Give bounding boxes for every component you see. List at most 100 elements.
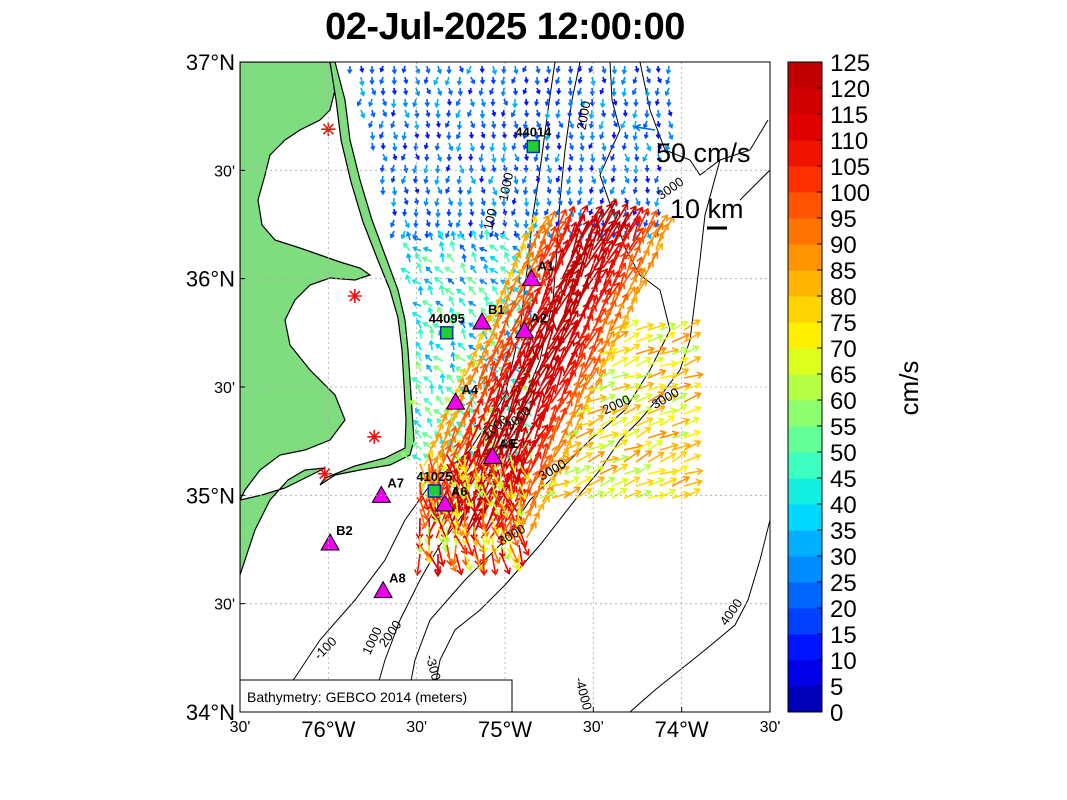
current-vector <box>599 393 617 403</box>
current-vector <box>445 164 451 172</box>
colorbar-segment <box>788 192 822 219</box>
current-vector <box>588 142 593 150</box>
current-vector <box>563 486 582 499</box>
current-vector <box>575 465 592 475</box>
current-vector <box>683 405 702 415</box>
current-vector <box>521 251 534 269</box>
current-vector <box>602 241 622 269</box>
current-vector <box>534 238 547 260</box>
current-vector <box>634 256 644 278</box>
current-vector <box>654 87 660 97</box>
current-vector <box>671 430 690 439</box>
current-vector <box>584 237 606 269</box>
current-vector <box>501 142 508 153</box>
current-vector <box>423 142 429 150</box>
current-vector <box>378 120 384 130</box>
current-vector <box>632 214 643 242</box>
colorbar-tick-label: 120 <box>830 76 870 103</box>
current-vector <box>423 278 433 285</box>
current-vector <box>489 87 494 96</box>
current-vector <box>501 65 507 74</box>
current-vector <box>587 465 605 475</box>
current-vector <box>518 544 526 568</box>
current-vector <box>460 454 469 474</box>
current-vector <box>623 466 641 475</box>
current-vector <box>659 477 678 487</box>
current-vector <box>423 450 434 467</box>
current-vector <box>508 424 523 458</box>
current-vector <box>423 175 429 185</box>
current-vector <box>458 297 466 307</box>
current-vector <box>513 120 519 130</box>
current-vector <box>405 273 411 285</box>
current-vector <box>647 368 667 379</box>
current-vector <box>404 109 410 119</box>
current-vector <box>369 131 376 141</box>
current-vector <box>500 76 506 86</box>
colorbar-segment <box>788 62 822 89</box>
current-vector <box>577 208 583 218</box>
current-vector <box>434 175 440 186</box>
current-vector <box>468 332 477 340</box>
current-vector <box>594 255 606 287</box>
current-vector <box>427 284 434 296</box>
current-vector <box>611 88 617 97</box>
current-vector <box>588 337 603 359</box>
colorbar-tick-label: 90 <box>830 232 857 259</box>
current-vector <box>480 307 488 318</box>
colorbar-tick-label: 0 <box>830 700 843 727</box>
current-vector <box>482 463 492 484</box>
current-vector <box>426 364 433 373</box>
current-vector <box>588 109 595 120</box>
current-vector <box>539 490 557 499</box>
current-vector <box>646 65 651 74</box>
current-vector <box>523 219 529 229</box>
current-vector <box>533 186 538 195</box>
current-vector <box>577 197 582 206</box>
current-vector <box>643 131 649 140</box>
current-vector <box>578 175 584 185</box>
current-vector <box>630 285 641 305</box>
current-vector <box>512 131 518 140</box>
current-vector <box>592 325 604 350</box>
current-vector <box>557 427 568 449</box>
lat-tick-label: 36°N <box>186 267 235 292</box>
current-vector <box>368 98 374 108</box>
current-vector <box>464 535 475 557</box>
current-vector <box>424 230 430 239</box>
current-vector <box>555 109 561 119</box>
current-vector <box>611 488 628 499</box>
current-vector <box>647 322 667 331</box>
current-vector <box>446 208 452 217</box>
lat-tick-label: 37°N <box>186 50 235 75</box>
current-vector <box>611 463 629 475</box>
current-vector <box>454 311 466 318</box>
current-vector <box>437 454 448 472</box>
current-vector <box>436 439 449 458</box>
colorbar-frame <box>787 61 823 713</box>
current-vector <box>523 98 529 106</box>
current-vector <box>557 197 563 206</box>
current-vector <box>514 153 520 162</box>
current-vector <box>492 285 499 296</box>
current-vector <box>412 246 422 252</box>
current-vector <box>647 333 664 343</box>
current-vector <box>382 98 387 107</box>
current-vector <box>512 87 519 96</box>
current-vector <box>589 153 596 164</box>
current-vector <box>371 87 377 96</box>
current-vector <box>417 328 424 340</box>
current-vector <box>463 463 472 484</box>
current-vector <box>577 76 583 85</box>
current-vector <box>359 87 366 97</box>
current-vector <box>683 453 702 463</box>
land-north <box>240 62 372 501</box>
current-vector <box>468 366 479 386</box>
current-vector <box>601 65 607 74</box>
current-vector <box>380 142 386 150</box>
current-vector <box>445 120 450 129</box>
current-vector <box>500 463 510 487</box>
current-vector <box>380 186 386 196</box>
current-vector <box>390 98 397 109</box>
